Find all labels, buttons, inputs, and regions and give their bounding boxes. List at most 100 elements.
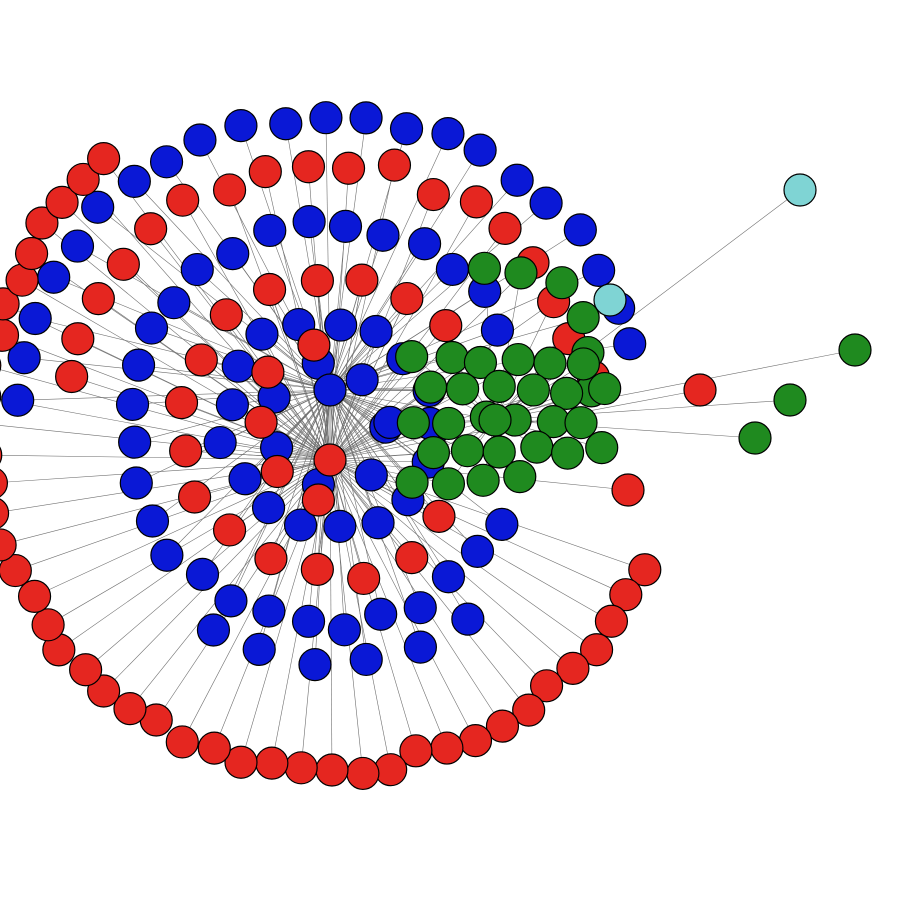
ring-node bbox=[151, 146, 183, 178]
green-cluster-node bbox=[483, 370, 515, 402]
ring-node bbox=[464, 134, 496, 166]
ring-node bbox=[61, 230, 93, 262]
ring-node bbox=[0, 497, 9, 529]
green-cluster-node bbox=[415, 371, 447, 403]
ring-node bbox=[346, 364, 378, 396]
green-cluster-node bbox=[502, 344, 534, 376]
green-cluster-node bbox=[552, 437, 584, 469]
ring-node bbox=[184, 124, 216, 156]
ring-node bbox=[170, 435, 202, 467]
ring-node bbox=[564, 214, 596, 246]
ring-node bbox=[225, 110, 257, 142]
ring-node bbox=[214, 514, 246, 546]
ring-node bbox=[179, 481, 211, 513]
ring-node bbox=[32, 609, 64, 641]
nodes-layer bbox=[0, 102, 871, 790]
ring-node bbox=[107, 248, 139, 280]
ring-node bbox=[409, 228, 441, 260]
ring-node bbox=[214, 174, 246, 206]
ring-node bbox=[243, 633, 275, 665]
ring-node bbox=[119, 426, 151, 458]
ring-node bbox=[333, 152, 365, 184]
outlier-node bbox=[594, 284, 626, 316]
ring-node bbox=[256, 747, 288, 779]
ring-node bbox=[302, 484, 334, 516]
ring-node bbox=[430, 310, 462, 342]
green-cluster-node bbox=[517, 374, 549, 406]
ring-node bbox=[310, 102, 342, 134]
ring-node bbox=[255, 543, 287, 575]
ring-node bbox=[404, 592, 436, 624]
ring-node bbox=[404, 631, 436, 663]
ring-node bbox=[135, 213, 167, 245]
green-cluster-node bbox=[396, 341, 428, 373]
ring-node bbox=[166, 387, 198, 419]
ring-node bbox=[530, 187, 562, 219]
ring-node bbox=[293, 605, 325, 637]
outlier-node bbox=[684, 374, 716, 406]
ring-node bbox=[216, 389, 248, 421]
ring-node bbox=[198, 732, 230, 764]
green-cluster-node bbox=[447, 373, 479, 405]
green-cluster-node bbox=[504, 461, 536, 493]
outlier-node bbox=[612, 474, 644, 506]
ring-node bbox=[432, 561, 464, 593]
ring-node bbox=[186, 558, 218, 590]
ring-node bbox=[0, 439, 2, 471]
ring-node bbox=[197, 614, 229, 646]
ring-node bbox=[505, 257, 537, 289]
ring-node bbox=[118, 165, 150, 197]
green-cluster-node bbox=[551, 377, 583, 409]
ring-node bbox=[70, 654, 102, 686]
outlier-node bbox=[739, 422, 771, 454]
ring-node bbox=[546, 267, 578, 299]
ring-node bbox=[0, 467, 7, 499]
ring-node bbox=[501, 164, 533, 196]
ring-node bbox=[316, 754, 348, 786]
ring-node bbox=[567, 302, 599, 334]
ring-node bbox=[261, 455, 293, 487]
ring-node bbox=[461, 535, 493, 567]
ring-node bbox=[254, 273, 286, 305]
hub-blue_hub bbox=[314, 374, 346, 406]
ring-node bbox=[2, 384, 34, 416]
ring-node bbox=[347, 757, 379, 789]
green-cluster-node bbox=[417, 437, 449, 469]
ring-node bbox=[459, 725, 491, 757]
ring-node bbox=[324, 510, 356, 542]
green-cluster-node bbox=[436, 341, 468, 373]
ring-node bbox=[431, 732, 463, 764]
ring-node bbox=[88, 143, 120, 175]
ring-node bbox=[246, 318, 278, 350]
ring-node bbox=[120, 467, 152, 499]
hub-green_hub bbox=[479, 404, 511, 436]
ring-node bbox=[136, 505, 168, 537]
ring-node bbox=[293, 206, 325, 238]
ring-node bbox=[285, 752, 317, 784]
ring-node bbox=[350, 102, 382, 134]
ring-node bbox=[0, 380, 1, 412]
ring-node bbox=[136, 312, 168, 344]
ring-node bbox=[583, 254, 615, 286]
ring-node bbox=[38, 261, 70, 293]
ring-node bbox=[328, 614, 360, 646]
ring-node bbox=[301, 265, 333, 297]
ring-node bbox=[614, 328, 646, 360]
ring-node bbox=[158, 287, 190, 319]
ring-node bbox=[423, 500, 455, 532]
ring-node bbox=[249, 156, 281, 188]
ring-node bbox=[151, 539, 183, 571]
green-cluster-node bbox=[397, 407, 429, 439]
green-cluster-node bbox=[521, 431, 553, 463]
ring-node bbox=[222, 350, 254, 382]
ring-node bbox=[348, 562, 380, 594]
outlier-node bbox=[839, 334, 871, 366]
ring-node bbox=[362, 507, 394, 539]
ring-node bbox=[350, 643, 382, 675]
ring-node bbox=[82, 283, 114, 315]
ring-node bbox=[210, 299, 242, 331]
green-cluster-node bbox=[567, 348, 599, 380]
ring-node bbox=[460, 186, 492, 218]
ring-node bbox=[123, 349, 155, 381]
ring-node bbox=[378, 149, 410, 181]
